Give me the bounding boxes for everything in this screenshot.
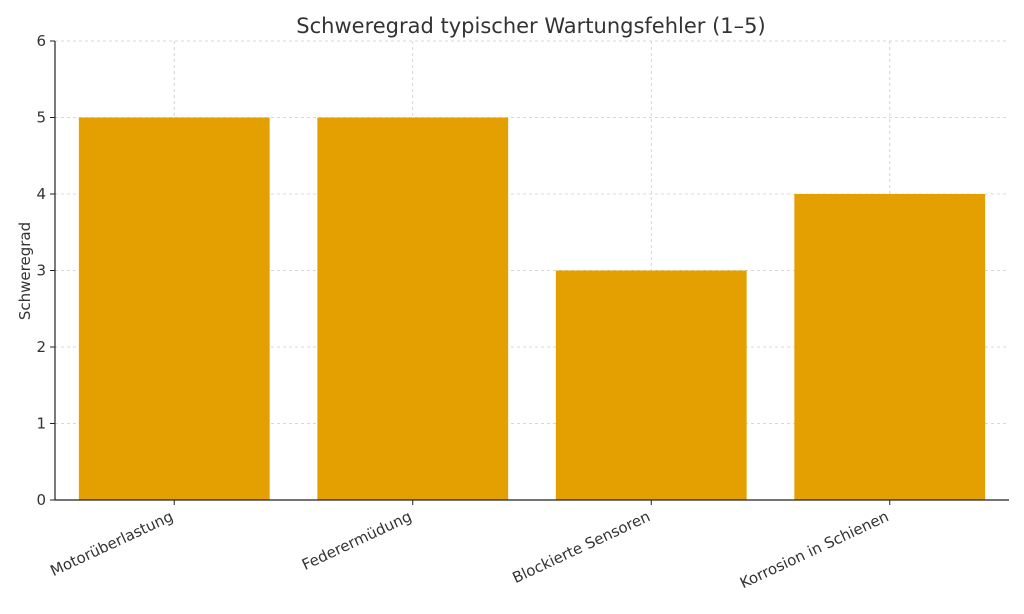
chart-title: Schweregrad typischer Wartungsfehler (1–… <box>296 14 765 38</box>
y-tick-label: 2 <box>36 338 46 356</box>
x-tick-label: Federermüdung <box>299 507 414 574</box>
bar <box>794 194 986 500</box>
x-tick-label: Motorüberlastung <box>47 507 175 580</box>
x-tick-labels: Motorüberlastung Federermüdung Blockierte … <box>47 507 891 592</box>
y-tick-label: 6 <box>36 32 46 50</box>
y-tick-label: 1 <box>36 415 46 433</box>
x-tick-label: Korrosion in Schienen <box>737 507 891 592</box>
axes-layer <box>50 40 1009 505</box>
bar <box>555 270 747 500</box>
y-tick-label: 3 <box>36 262 46 280</box>
y-tick-label: 5 <box>36 109 46 127</box>
bar <box>317 117 509 500</box>
bar <box>78 117 270 500</box>
y-tick-labels: 0 1 2 3 4 5 6 <box>36 32 46 509</box>
y-tick-label: 4 <box>36 185 46 203</box>
y-tick-label: 0 <box>36 491 46 509</box>
bars-layer <box>78 117 986 500</box>
y-axis-label: Schweregrad <box>16 222 34 320</box>
x-tick-label: Blockierte Sensoren <box>510 507 653 587</box>
